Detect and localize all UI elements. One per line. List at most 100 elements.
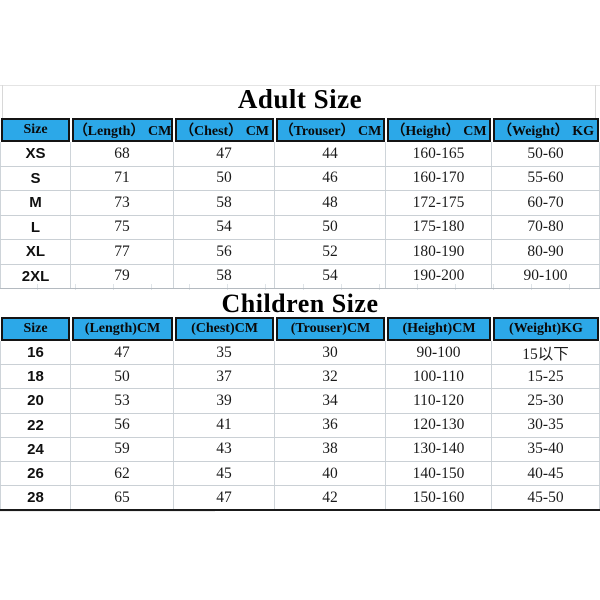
length-cell: 50 xyxy=(71,365,174,389)
height-cell: 160-170 xyxy=(386,166,492,190)
length-cell: 68 xyxy=(71,142,174,166)
table-row: 28 65 47 42 150-160 45-50 xyxy=(0,486,600,510)
length-cell: 65 xyxy=(71,486,174,510)
chest-cell: 58 xyxy=(174,264,275,288)
adult-header-row: Size （Length） CM （Chest） CM （Trouser） CM （He… xyxy=(0,118,600,142)
table-row: 20 53 39 34 110-120 25-30 xyxy=(0,389,600,414)
chest-cell: 58 xyxy=(174,191,275,215)
trouser-cell: 30 xyxy=(275,341,386,365)
trouser-cell: 38 xyxy=(275,437,386,461)
length-cell: 56 xyxy=(71,413,174,437)
table-row: M 73 58 48 172-175 60-70 xyxy=(0,191,600,216)
table-row: 16 47 35 30 90-100 15以下 xyxy=(0,341,600,366)
adult-header-chest: （Chest） CM xyxy=(175,118,274,142)
trouser-cell: 42 xyxy=(275,486,386,510)
children-size-table: Size (Length)CM (Chest)CM (Trouser)CM (Heigh… xyxy=(0,317,600,512)
size-cell: M xyxy=(0,191,71,215)
weight-cell: 55-60 xyxy=(492,166,600,190)
adult-size-table: Size （Length） CM （Chest） CM （Trouser） CM （He… xyxy=(0,118,600,289)
trouser-cell: 40 xyxy=(275,461,386,486)
children-header-chest: (Chest)CM xyxy=(175,317,274,341)
table-row: 18 50 37 32 100-110 15-25 xyxy=(0,365,600,390)
chest-cell: 37 xyxy=(174,365,275,389)
length-cell: 71 xyxy=(71,166,174,190)
chest-cell: 35 xyxy=(174,341,275,365)
trouser-cell: 32 xyxy=(275,365,386,389)
size-cell: 26 xyxy=(0,461,71,486)
length-cell: 75 xyxy=(71,215,174,239)
children-header-weight: (Weight)KG xyxy=(493,317,599,341)
table-row: XS 68 47 44 160-165 50-60 xyxy=(0,142,600,167)
height-cell: 90-100 xyxy=(386,341,492,365)
chest-cell: 56 xyxy=(174,240,275,264)
chest-cell: 45 xyxy=(174,461,275,486)
table-row: L 75 54 50 175-180 70-80 xyxy=(0,215,600,240)
children-header-size: Size xyxy=(1,317,70,341)
chest-cell: 54 xyxy=(174,215,275,239)
trouser-cell: 36 xyxy=(275,413,386,437)
adult-header-weight: （Weight） KG xyxy=(493,118,599,142)
weight-cell: 50-60 xyxy=(492,142,600,166)
adult-size-title: Adult Size xyxy=(237,84,363,114)
children-header-length: (Length)CM xyxy=(72,317,173,341)
trouser-cell: 44 xyxy=(275,142,386,166)
length-cell: 59 xyxy=(71,437,174,461)
trouser-cell: 34 xyxy=(275,389,386,413)
size-cell: XS xyxy=(0,142,71,166)
size-cell: S xyxy=(0,166,71,190)
length-cell: 47 xyxy=(71,341,174,365)
height-cell: 120-130 xyxy=(386,413,492,437)
length-cell: 53 xyxy=(71,389,174,413)
children-header-height: (Height)CM xyxy=(387,317,491,341)
weight-cell: 15以下 xyxy=(492,341,600,365)
size-cell: 16 xyxy=(0,341,71,365)
adult-table-body: XS 68 47 44 160-165 50-60 S 71 50 46 160-170 55-60 M… xyxy=(0,142,600,289)
weight-cell: 90-100 xyxy=(492,264,600,288)
trouser-cell: 46 xyxy=(275,166,386,190)
adult-header-size: Size xyxy=(1,118,70,142)
weight-cell: 80-90 xyxy=(492,240,600,264)
size-cell: 2XL xyxy=(0,264,71,288)
height-cell: 110-120 xyxy=(386,389,492,413)
chest-cell: 50 xyxy=(174,166,275,190)
trouser-cell: 54 xyxy=(275,264,386,288)
chest-cell: 43 xyxy=(174,437,275,461)
weight-cell: 40-45 xyxy=(492,461,600,486)
table-row: 24 59 43 38 130-140 35-40 xyxy=(0,437,600,462)
length-cell: 77 xyxy=(71,240,174,264)
height-cell: 180-190 xyxy=(386,240,492,264)
height-cell: 130-140 xyxy=(386,437,492,461)
length-cell: 79 xyxy=(71,264,174,288)
height-cell: 160-165 xyxy=(386,142,492,166)
adult-header-length: （Length） CM xyxy=(72,118,173,142)
chest-cell: 47 xyxy=(174,486,275,510)
chest-cell: 47 xyxy=(174,142,275,166)
height-cell: 100-110 xyxy=(386,365,492,389)
size-cell: 24 xyxy=(0,437,71,461)
children-table-body: 16 47 35 30 90-100 15以下 18 50 37 32 100-110 15-25 20… xyxy=(0,341,600,512)
table-row: 2XL 79 58 54 190-200 90-100 xyxy=(0,264,600,288)
size-cell: 20 xyxy=(0,389,71,413)
weight-cell: 60-70 xyxy=(492,191,600,215)
trouser-cell: 48 xyxy=(275,191,386,215)
table-row: 26 62 45 40 140-150 40-45 xyxy=(0,461,600,487)
height-cell: 140-150 xyxy=(386,461,492,486)
length-cell: 62 xyxy=(71,461,174,486)
trouser-cell: 52 xyxy=(275,240,386,264)
adult-header-height: （Height） CM xyxy=(387,118,491,142)
size-cell: 28 xyxy=(0,486,71,510)
weight-cell: 45-50 xyxy=(492,486,600,510)
chest-cell: 41 xyxy=(174,413,275,437)
weight-cell: 30-35 xyxy=(492,413,600,437)
length-cell: 73 xyxy=(71,191,174,215)
size-cell: 22 xyxy=(0,413,71,437)
size-cell: 18 xyxy=(0,365,71,389)
weight-cell: 15-25 xyxy=(492,365,600,389)
weight-cell: 70-80 xyxy=(492,215,600,239)
chest-cell: 39 xyxy=(174,389,275,413)
height-cell: 150-160 xyxy=(386,486,492,510)
height-cell: 172-175 xyxy=(386,191,492,215)
children-size-title: Children Size xyxy=(221,289,379,318)
height-cell: 175-180 xyxy=(386,215,492,239)
